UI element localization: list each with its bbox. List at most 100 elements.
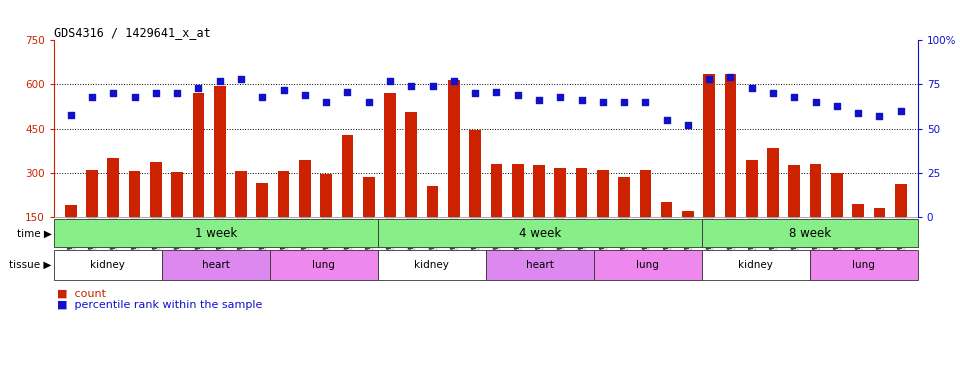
Bar [491,164,502,261]
Bar [486,250,593,280]
Bar [788,166,801,261]
Bar [593,250,702,280]
Text: 1 week: 1 week [195,227,237,240]
Point [702,76,717,82]
Point [127,94,142,100]
Bar [704,74,715,261]
Bar [895,184,906,261]
Point [298,92,313,98]
Point [808,99,824,105]
Bar [161,250,270,280]
Bar [746,160,757,261]
Point [425,83,441,89]
Point [744,85,759,91]
Bar [576,167,588,261]
Bar [321,174,332,261]
Bar [810,250,918,280]
Bar [682,211,694,261]
Text: 4 week: 4 week [518,227,561,240]
Bar [448,80,460,261]
Bar [171,172,183,261]
Point [340,88,355,94]
Point [510,92,525,98]
Bar [377,250,486,280]
Point [191,85,206,91]
Bar [426,186,439,261]
Bar [54,220,377,247]
Bar [469,130,481,261]
Bar [660,202,673,261]
Point [681,122,696,128]
Bar [108,158,119,261]
Point [616,99,632,105]
Bar [702,220,918,247]
Bar [725,74,736,261]
Text: heart: heart [526,260,554,270]
Bar [86,170,98,261]
Point [276,87,291,93]
Point [254,94,270,100]
Bar [639,170,651,261]
Bar [384,93,396,261]
Point [446,78,462,84]
Bar [277,171,290,261]
Bar [129,171,140,261]
Bar [405,113,418,261]
Bar [65,205,77,261]
Point [851,110,866,116]
Text: kidney: kidney [90,260,125,270]
Point [361,99,376,105]
Text: lung: lung [636,260,660,270]
Point [553,94,568,100]
Bar [363,177,374,261]
Point [872,113,887,119]
Bar [533,166,545,261]
Bar [299,160,311,261]
Bar [150,162,161,261]
Point [489,88,504,94]
Text: lung: lung [312,260,335,270]
Bar [270,250,377,280]
Point [531,97,546,103]
Point [468,90,483,96]
Bar [874,208,885,261]
Text: lung: lung [852,260,876,270]
Text: kidney: kidney [738,260,773,270]
Point [233,76,249,82]
Bar [702,250,810,280]
Bar [767,148,779,261]
Text: time ▶: time ▶ [17,228,52,238]
Point [893,108,908,114]
Text: tissue ▶: tissue ▶ [10,260,52,270]
Bar [512,164,523,261]
Point [403,83,419,89]
Bar [852,204,864,261]
Point [574,97,589,103]
Text: ■  percentile rank within the sample: ■ percentile rank within the sample [57,300,262,310]
Bar [256,183,268,261]
Text: 8 week: 8 week [789,227,830,240]
Point [319,99,334,105]
Point [829,103,845,109]
Text: GDS4316 / 1429641_x_at: GDS4316 / 1429641_x_at [54,26,210,39]
Bar [235,171,247,261]
Text: ■  count: ■ count [57,289,106,299]
Bar [377,220,702,247]
Bar [554,167,566,261]
Point [659,117,674,123]
Text: heart: heart [202,260,229,270]
Bar [342,134,353,261]
Bar [193,93,204,261]
Point [63,111,79,118]
Point [637,99,653,105]
Point [84,94,100,100]
Point [723,74,738,81]
Point [148,90,163,96]
Point [786,94,802,100]
Bar [618,177,630,261]
Point [170,90,185,96]
Point [765,90,780,96]
Bar [54,250,161,280]
Point [595,99,611,105]
Point [382,78,397,84]
